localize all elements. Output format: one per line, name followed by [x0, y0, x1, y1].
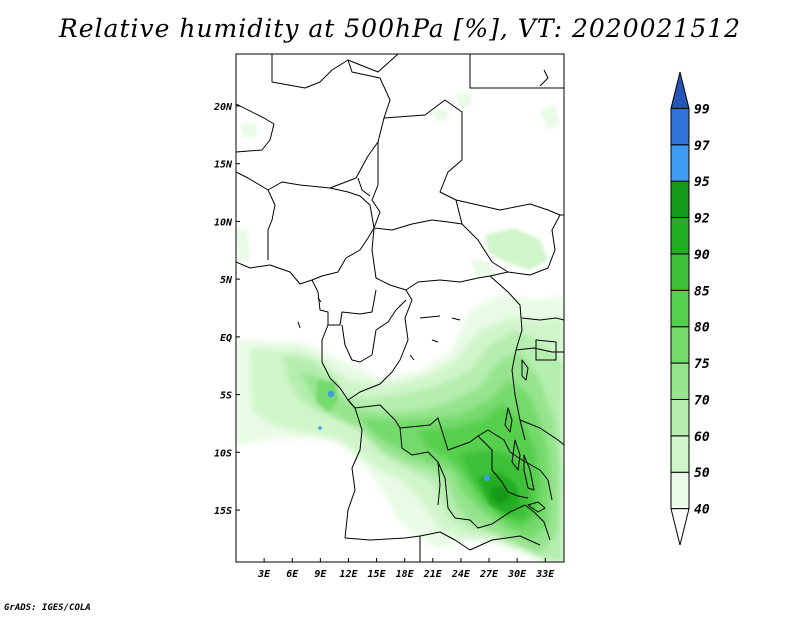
colorbar-label: 70 [694, 393, 710, 408]
colorbar-swatch [670, 180, 690, 219]
lat-tick-label: 20N [213, 102, 233, 113]
colorbar-swatch [670, 398, 690, 437]
colorbar-label: 50 [694, 466, 710, 481]
lon-tick-label: 27E [479, 569, 499, 580]
colorbar: 40 50 60 70 75 80 85 90 92 95 97 99 [670, 71, 710, 546]
colorbar-label: 80 [694, 321, 710, 336]
lon-tick-label: 33E [535, 569, 555, 580]
colorbar-label: 99 [694, 102, 710, 117]
colorbar-swatch [670, 362, 690, 400]
lon-tick-label: 6E [286, 569, 299, 580]
colorbar-swatch [670, 435, 690, 473]
political-boundaries [236, 54, 564, 562]
lat-tick-label: 10S [214, 448, 232, 459]
colorbar-swatch [670, 144, 690, 182]
colorbar-label: 85 [694, 284, 710, 299]
colorbar-label: 60 [694, 430, 710, 445]
map-title: Relative humidity at 500hPa [%], VT: 202… [58, 14, 742, 43]
humidity-field [236, 92, 564, 562]
lon-tick-label: 15E [368, 569, 387, 580]
lat-tick-label: 10N [214, 217, 233, 228]
colorbar-swatch [670, 107, 690, 146]
colorbar-swatch [670, 289, 690, 328]
lat-tick-label: 15S [214, 506, 232, 517]
map-frame [235, 53, 565, 563]
colorbar-swatch [670, 471, 690, 510]
colorbar-label: 75 [694, 357, 710, 372]
lat-tick-label: 5S [220, 391, 232, 402]
axis-tick-labels: 3E 6E 9E 12E 15E 18E 21E 24E 27E 30E 33E 20N 15N 10N 5… [213, 102, 555, 580]
colorbar-label: 90 [694, 248, 710, 263]
lon-tick-label: 12E [339, 569, 358, 580]
colorbar-label: 92 [694, 212, 710, 227]
colorbar-swatch [670, 508, 690, 546]
colorbar-label: 95 [694, 175, 710, 190]
lon-tick-label: 18E [396, 569, 415, 580]
colorbar-swatch [670, 71, 690, 109]
axis-ticks [236, 105, 546, 562]
colorbar-label: 40 [694, 503, 710, 518]
colorbar-label: 97 [694, 139, 710, 154]
lon-tick-label: 21E [423, 569, 443, 580]
lat-tick-label: 5N [220, 275, 233, 286]
lon-tick-label: 9E [314, 569, 327, 580]
colorbar-swatch [670, 326, 690, 364]
lat-tick-label: EQ [220, 333, 232, 344]
credit-text: GrADS: IGES/COLA [4, 603, 91, 613]
lon-tick-label: 30E [507, 569, 527, 580]
lon-tick-label: 24E [451, 569, 471, 580]
colorbar-swatch [670, 253, 690, 291]
colorbar-swatch [670, 217, 690, 255]
lat-tick-label: 15N [214, 160, 233, 171]
lon-tick-label: 3E [257, 569, 271, 580]
